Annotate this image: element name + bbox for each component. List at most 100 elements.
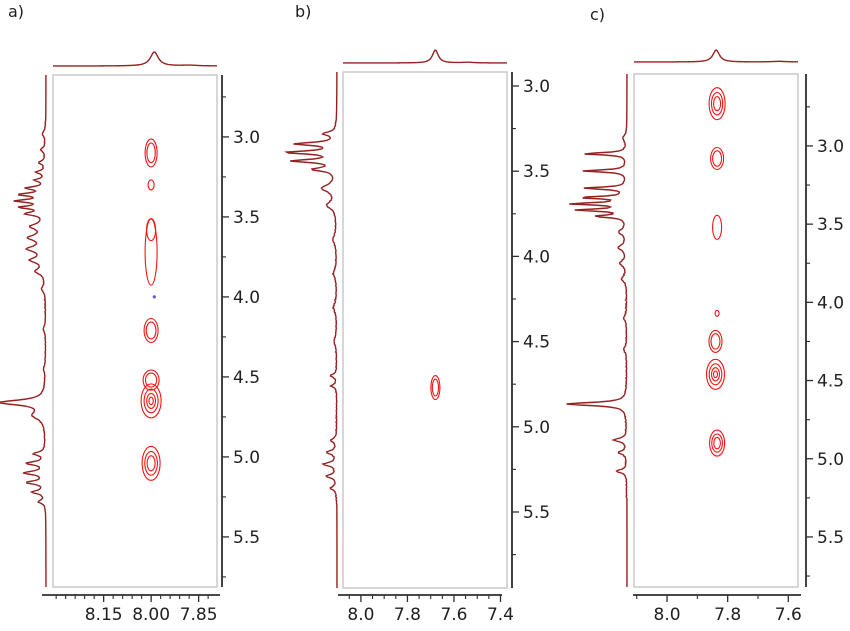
contour-ring bbox=[143, 317, 159, 344]
contour-ring bbox=[712, 214, 723, 240]
contour-ring bbox=[144, 450, 158, 476]
contour-ring bbox=[709, 429, 726, 457]
panel-a-top-projection-trace bbox=[53, 51, 218, 67]
panel-b-y-tick-label-1: 3.5 bbox=[523, 162, 550, 182]
panel-b-y-tick-label-2: 4.0 bbox=[523, 247, 550, 267]
contour-ring bbox=[710, 91, 724, 116]
contour-ring bbox=[708, 329, 723, 353]
contour-ring bbox=[710, 146, 725, 171]
panel-c-x-axis: 8.0 7.8 7.6 bbox=[633, 594, 802, 625]
panel-c-y-tick-label-4: 5.0 bbox=[817, 450, 844, 470]
contour-ring bbox=[708, 363, 723, 386]
panel-a-cross-peak-5 bbox=[142, 369, 160, 391]
panel-a-y-tick-label-0: 3.0 bbox=[233, 128, 260, 148]
panel-a-cross-peak-4 bbox=[143, 317, 159, 344]
panel-a-y-tick-label-3: 4.5 bbox=[233, 368, 260, 388]
contour-ring bbox=[147, 179, 155, 191]
panel-c: c) 3.0 3.5 4.0 4.5 5.0 5.5 8.0 7.8 7.6 bbox=[566, 5, 844, 625]
panel-c-x-tick-label-2: 7.6 bbox=[775, 605, 802, 625]
contour-ring bbox=[711, 433, 723, 453]
contour-ring bbox=[713, 436, 721, 450]
panel-c-y-tick-label-0: 3.0 bbox=[817, 137, 844, 157]
panel-b-y-tick-label-0: 3.0 bbox=[523, 77, 550, 97]
contour-ring bbox=[141, 445, 161, 481]
panel-a-label: a) bbox=[8, 2, 24, 21]
panel-b-x-tick-label-0: 8.0 bbox=[347, 605, 374, 625]
contour-ring bbox=[712, 370, 719, 379]
contour-ring bbox=[713, 96, 722, 112]
contour-ring bbox=[708, 87, 726, 121]
panel-b-y-tick-label-3: 4.5 bbox=[523, 333, 550, 353]
panel-b-y-tick-label-4: 5.0 bbox=[523, 418, 550, 438]
panel-b-label: b) bbox=[295, 2, 311, 21]
panel-b-x-axis: 8.0 7.8 7.6 7.4 bbox=[338, 594, 514, 625]
panel-a-cross-peak-3 bbox=[144, 218, 158, 286]
panel-b-x-tick-label-1: 7.8 bbox=[394, 605, 421, 625]
panel-a-x-tick-label-2: 7.85 bbox=[180, 605, 218, 625]
panel-b-x-tick-label-2: 7.6 bbox=[440, 605, 467, 625]
contour-ring bbox=[140, 383, 162, 419]
panel-b-cross-peaks bbox=[430, 375, 441, 401]
contour-ring bbox=[710, 367, 721, 382]
panel-c-cross-peak-6 bbox=[709, 429, 726, 457]
panel-c-cross-peak-3 bbox=[714, 309, 720, 317]
panel-b-y-tick-label-5: 5.5 bbox=[523, 503, 550, 523]
panel-a-left-projection-trace bbox=[0, 75, 47, 587]
panel-b-cross-peak-0 bbox=[430, 375, 441, 401]
contour-ring bbox=[430, 375, 441, 401]
panel-c-cross-peak-4 bbox=[708, 329, 723, 353]
panel-a-cross-peak-6 bbox=[140, 383, 162, 419]
panel-b-x-tick-label-3: 7.4 bbox=[487, 605, 514, 625]
contour-ring bbox=[142, 369, 160, 391]
panel-b-y-axis: 3.0 3.5 4.0 4.5 5.0 5.5 bbox=[511, 72, 550, 588]
panel-c-cross-peak-2 bbox=[712, 214, 723, 240]
panel-c-cross-peak-0 bbox=[708, 87, 726, 121]
panel-c-y-tick-label-1: 3.5 bbox=[817, 215, 844, 235]
contour-ring bbox=[712, 150, 723, 167]
contour-ring bbox=[144, 138, 158, 168]
panel-c-label: c) bbox=[590, 5, 605, 24]
panel-a: a) 3.0 3.5 4.0 4.5 5.0 5.5 8.15 8.00 7.85 bbox=[0, 2, 260, 625]
panel-a-y-tick-label-4: 5.0 bbox=[233, 448, 260, 468]
panel-c-top-projection-trace bbox=[634, 49, 799, 63]
panel-b-left-projection-trace bbox=[284, 72, 338, 588]
panel-c-y-tick-label-2: 4.0 bbox=[817, 293, 844, 313]
panel-c-y-axis: 3.0 3.5 4.0 4.5 5.0 5.5 bbox=[805, 74, 844, 587]
panel-a-y-tick-label-1: 3.5 bbox=[233, 208, 260, 228]
panel-b: b) 3.0 3.5 4.0 4.5 5.0 5.5 8.0 7.8 7.6 7.4 bbox=[284, 2, 550, 625]
contour-ring bbox=[143, 388, 159, 414]
panel-a-y-tick-label-5: 5.5 bbox=[233, 528, 260, 548]
panel-c-y-tick-label-3: 4.5 bbox=[817, 372, 844, 392]
contour-ring bbox=[146, 392, 157, 409]
contour-ring bbox=[431, 378, 440, 397]
contour-ring bbox=[145, 321, 157, 340]
panel-a-cross-peaks bbox=[140, 138, 162, 481]
contour-ring bbox=[144, 218, 158, 286]
contour-ring bbox=[146, 142, 156, 164]
panel-c-y-tick-label-5: 5.5 bbox=[817, 528, 844, 548]
contour-ring bbox=[144, 372, 158, 388]
panel-b-plot-box bbox=[342, 71, 508, 589]
contour-ring bbox=[710, 333, 721, 350]
contour-ring bbox=[714, 309, 720, 317]
panel-c-x-tick-label-1: 7.8 bbox=[714, 605, 741, 625]
panel-a-x-tick-label-1: 8.00 bbox=[132, 605, 170, 625]
panel-c-cross-peak-5 bbox=[705, 358, 726, 390]
panel-c-cross-peaks bbox=[705, 87, 726, 457]
panel-c-x-tick-label-0: 8.0 bbox=[654, 605, 681, 625]
panel-c-cross-peak-1 bbox=[710, 146, 725, 171]
panel-a-negative-peak-0 bbox=[152, 295, 156, 299]
panel-a-x-tick-label-0: 8.15 bbox=[85, 605, 123, 625]
contour-ring bbox=[705, 358, 726, 390]
contour-ring bbox=[146, 455, 156, 472]
panel-a-cross-peak-1 bbox=[147, 179, 155, 191]
panel-c-left-projection-trace bbox=[566, 74, 628, 587]
panel-a-cross-peak-7 bbox=[141, 445, 161, 481]
panel-b-top-projection-trace bbox=[343, 49, 507, 64]
panel-a-plot-box bbox=[52, 74, 218, 588]
panel-a-cross-peak-0 bbox=[144, 138, 158, 168]
contour-ring bbox=[148, 396, 154, 406]
panel-a-y-tick-label-2: 4.0 bbox=[233, 288, 260, 308]
